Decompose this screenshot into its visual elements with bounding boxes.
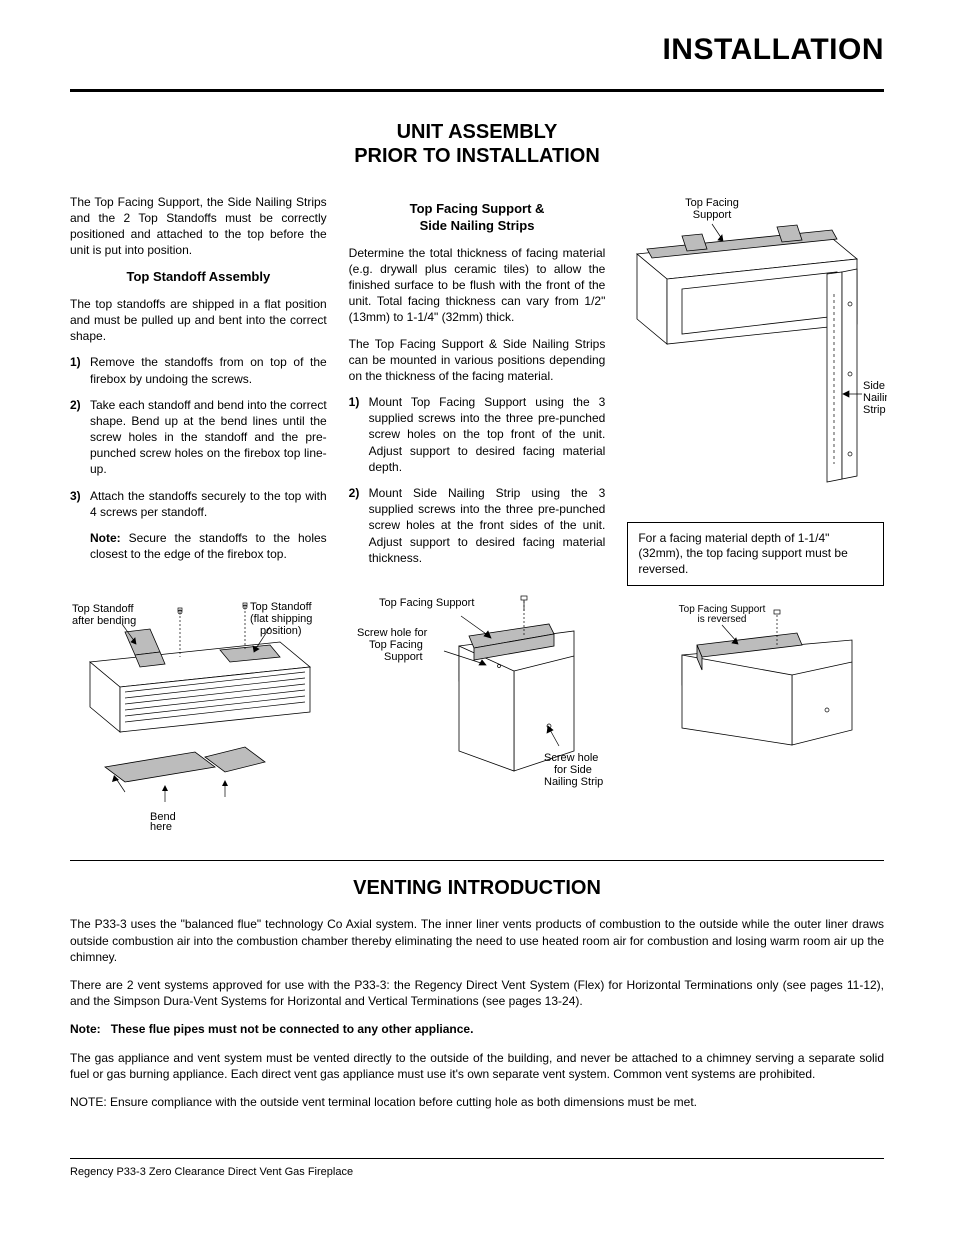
fig-label: Strip	[863, 404, 886, 416]
fig-label: for Side	[554, 764, 592, 776]
figure-strips: Top Facing Support	[627, 194, 884, 504]
list-item: 3)Attach the standoffs securely to the t…	[70, 488, 327, 520]
fig-label: Top Standoff	[250, 601, 313, 613]
figure-reversed: Top Facing Support is reversed	[627, 600, 884, 750]
step-text: Take each standoff and bend into the cor…	[90, 397, 327, 478]
fig-label: Support	[384, 651, 423, 663]
sub-l1: Top Facing Support &	[410, 201, 545, 216]
fig-label: Side	[863, 380, 885, 392]
c1-note: Note: Secure the standoffs to the holes …	[90, 530, 327, 562]
vent-note: Note: These flue pipes must not be conne…	[70, 1021, 884, 1037]
step-num: 1)	[349, 394, 369, 475]
footer-text: Regency P33-3 Zero Clearance Direct Vent…	[70, 1165, 884, 1180]
list-item: 1)Remove the standoffs from on top of th…	[70, 354, 327, 386]
fig-label: Nailing	[863, 392, 887, 404]
c1-p2: The top standoffs are shipped in a flat …	[70, 296, 327, 345]
c1-subhead: Top Standoff Assembly	[70, 268, 327, 286]
step-num: 3)	[70, 488, 90, 520]
fig-label: Screw hole for	[357, 627, 428, 639]
fig-label: Top Facing Support	[379, 597, 474, 609]
step-text: Mount Side Nailing Strip using the 3 sup…	[369, 485, 606, 566]
vent-p1: The P33-3 uses the "balanced flue" techn…	[70, 916, 884, 965]
venting-title: VENTING INTRODUCTION	[70, 875, 884, 902]
step-num: 1)	[70, 354, 90, 386]
title-l2: PRIOR TO INSTALLATION	[354, 145, 600, 167]
note-text: These flue pipes must not be connected t…	[111, 1022, 474, 1036]
fig-label: Screw hole	[544, 752, 598, 764]
col-1: The Top Facing Support, the Side Nailing…	[70, 194, 327, 833]
step-text: Mount Top Facing Support using the 3 sup…	[369, 394, 606, 475]
section-title: UNIT ASSEMBLY PRIOR TO INSTALLATION	[70, 120, 884, 168]
c2-steps: 1)Mount Top Facing Support using the 3 s…	[349, 394, 606, 566]
note-text: Secure the standoffs to the holes closes…	[90, 531, 327, 561]
sub-l2: Side Nailing Strips	[420, 218, 535, 233]
rule-thin	[70, 860, 884, 861]
vent-p4: NOTE: Ensure compliance with the outside…	[70, 1094, 884, 1110]
vent-p2: There are 2 vent systems approved for us…	[70, 977, 884, 1009]
c2-p2: The Top Facing Support & Side Nailing St…	[349, 336, 606, 385]
c2-p1: Determine the total thickness of facing …	[349, 245, 606, 326]
note-label: Note:	[90, 531, 121, 545]
col-2: Top Facing Support & Side Nailing Strips…	[349, 194, 606, 833]
fig-label: Support	[693, 209, 732, 221]
col-3: Top Facing Support	[627, 194, 884, 833]
list-item: 2)Mount Side Nailing Strip using the 3 s…	[349, 485, 606, 566]
title-l1: UNIT ASSEMBLY	[397, 121, 558, 143]
fig-label: is reversed	[698, 614, 747, 625]
page-header: INSTALLATION	[70, 30, 884, 71]
three-columns: The Top Facing Support, the Side Nailing…	[70, 194, 884, 833]
note-label: Note:	[70, 1022, 101, 1036]
figure-standoff: Top Standoff after bending Top Standoff …	[70, 572, 327, 832]
c1-intro: The Top Facing Support, the Side Nailing…	[70, 194, 327, 259]
vent-p3: The gas appliance and vent system must b…	[70, 1050, 884, 1082]
list-item: 1)Mount Top Facing Support using the 3 s…	[349, 394, 606, 475]
rule-thick	[70, 89, 884, 92]
fig-label: Top Facing	[685, 197, 739, 209]
fig-label: Nailing Strip	[544, 776, 603, 788]
reversed-note-box: For a facing material depth of 1-1/4"(32…	[627, 522, 884, 587]
fig-label: position)	[260, 625, 302, 637]
step-text: Attach the standoffs securely to the top…	[90, 488, 327, 520]
list-item: 2)Take each standoff and bend into the c…	[70, 397, 327, 478]
step-num: 2)	[349, 485, 369, 566]
fig-label: Top Facing	[369, 639, 423, 651]
fig-label: after bending	[72, 615, 136, 627]
c1-steps: 1)Remove the standoffs from on top of th…	[70, 354, 327, 520]
fig-label: Top Standoff	[72, 603, 135, 615]
step-num: 2)	[70, 397, 90, 478]
footer-rule	[70, 1158, 884, 1159]
c2-subhead: Top Facing Support & Side Nailing Strips	[349, 200, 606, 235]
fig-label: (flat shipping	[250, 613, 312, 625]
fig-label: here	[150, 821, 172, 832]
figure-facing-support: Top Facing Support Screw hole for Top Fa…	[349, 576, 606, 796]
step-text: Remove the standoffs from on top of the …	[90, 354, 327, 386]
